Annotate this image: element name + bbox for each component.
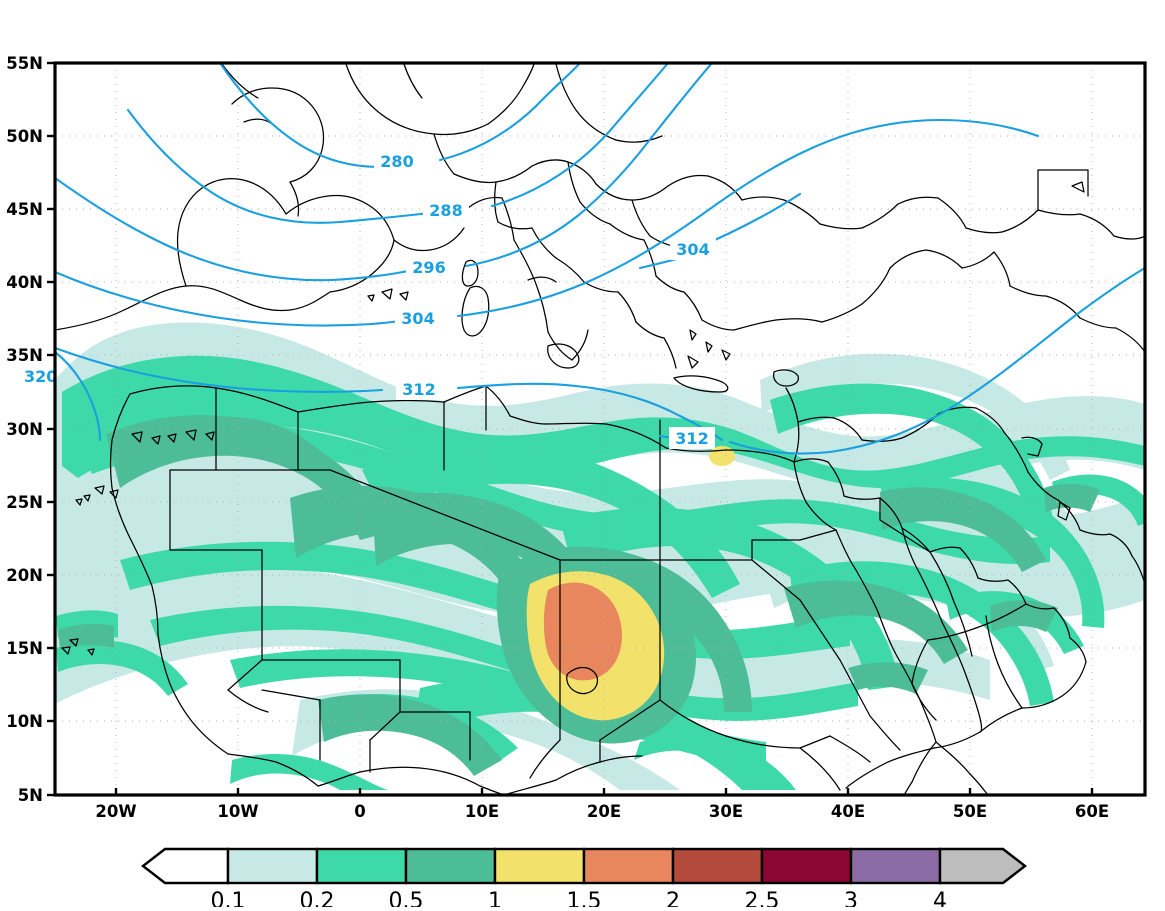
colorbar-swatch-0.2-0.5	[315, 847, 408, 885]
colorbar-swatch-3-4	[849, 847, 942, 885]
contour-label: 304	[670, 238, 716, 260]
x-tick-label: 20W	[95, 802, 136, 821]
contour-label-text: 312	[402, 380, 435, 399]
colorbar-tick-label: 2.5	[745, 889, 780, 907]
colorbar-swatch-over	[938, 847, 1027, 885]
dust-load-colorbar: 0.1 0.2 0.5 1 1.5 2 2.5 3 4	[0, 838, 1165, 911]
y-tick-label: 35N	[6, 346, 43, 365]
colorbar-swatch-0.1-0.2	[226, 847, 319, 885]
colorbar-swatch-1.5-2	[582, 847, 675, 885]
contour-label-text: 296	[412, 258, 445, 277]
colorbar-swatch-1-1.5	[493, 847, 586, 885]
contour-label: 312	[669, 427, 715, 449]
x-tick-label: 10E	[465, 802, 499, 821]
contour-label: 320	[24, 367, 57, 386]
y-tick-label: 15N	[6, 639, 43, 658]
colorbar-tick-label: 0.2	[300, 889, 335, 907]
x-tick-label: 40E	[831, 802, 865, 821]
y-tick-label: 30N	[6, 420, 43, 439]
colorbar-tick-label: 3	[844, 889, 858, 907]
contour-label: 280	[374, 150, 420, 172]
contour-label-text: 304	[676, 240, 709, 259]
x-tick-label: 30E	[709, 802, 743, 821]
colorbar-swatch-under	[141, 847, 230, 885]
colorbar-tick-label: 1.5	[567, 889, 602, 907]
x-tick-label: 50E	[953, 802, 987, 821]
contour-label-text: 312	[675, 429, 708, 448]
contour-label: 288	[423, 199, 469, 221]
hotspot-core-1.5	[543, 582, 622, 681]
colorbar-tick-label: 2	[666, 889, 680, 907]
x-tick-label: 20E	[587, 802, 621, 821]
y-tick-label: 20N	[6, 566, 43, 585]
y-tick-label: 45N	[6, 200, 43, 219]
geopotential-contours	[55, 63, 1145, 455]
colorbar-tick-label: 1	[488, 889, 502, 907]
contour-label: 296	[406, 256, 452, 278]
x-tick-label: 10W	[217, 802, 258, 821]
y-tick-label: 40N	[6, 273, 43, 292]
contour-labels: 280 288 296 304 304 312 312 320	[24, 150, 716, 449]
y-axis-labels: 55N 50N 45N 40N 35N 30N 25N 20N 15N 10N …	[6, 54, 43, 805]
colorbar-swatch-2.5-3	[760, 847, 853, 885]
colorbar-swatch-0.5-1	[404, 847, 497, 885]
colorbar-tick-label: 4	[933, 889, 947, 907]
colorbar-tick-label: 0.5	[389, 889, 424, 907]
map-plot-area: 280 288 296 304 304 312 312 320	[6, 54, 1147, 821]
x-axis-labels: 20W 10W 0 10E 20E 30E 40E 50E 60E	[95, 802, 1109, 821]
contour-label: 312	[396, 378, 442, 400]
contour-label: 304	[395, 307, 441, 329]
x-tick-label: 60E	[1075, 802, 1109, 821]
colorbar-tick-label: 0.1	[211, 889, 246, 907]
y-tick-label: 50N	[6, 127, 43, 146]
y-tick-label: 5N	[18, 786, 43, 805]
y-tick-label: 10N	[6, 712, 43, 731]
contour-label-text: 280	[380, 152, 413, 171]
colorbar-swatch-2-2.5	[671, 847, 764, 885]
contour-label-text: 288	[429, 201, 462, 220]
dust-hotspot-chad	[496, 546, 696, 744]
x-tick-label: 0	[354, 802, 365, 821]
axis-ticks	[47, 61, 1094, 797]
coastlines-and-borders	[55, 63, 1145, 795]
y-tick-label: 55N	[6, 54, 43, 73]
gridlines	[55, 63, 1145, 795]
contour-label-text: 304	[401, 309, 434, 328]
contour-label-text: 320	[24, 367, 57, 386]
y-tick-label: 25N	[6, 493, 43, 512]
